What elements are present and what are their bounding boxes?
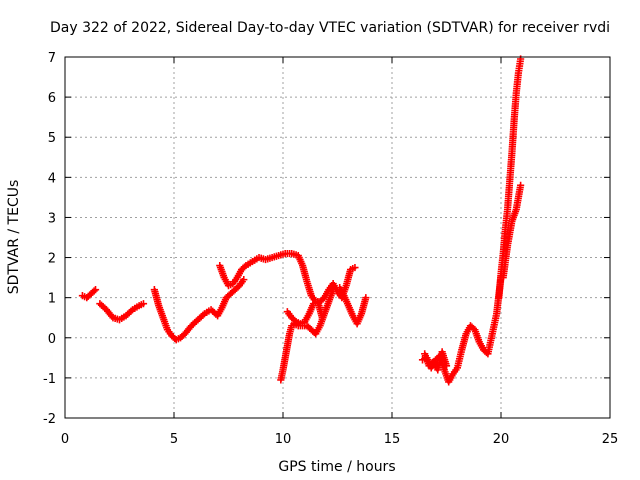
data-point — [139, 300, 148, 308]
y-tick-label: 4 — [48, 171, 56, 186]
x-tick-label: 15 — [384, 432, 401, 447]
data-point — [442, 362, 451, 370]
x-tick-label: 5 — [170, 432, 178, 447]
y-tick-label: 0 — [48, 332, 56, 347]
data-point — [351, 263, 359, 272]
y-tick-label: 2 — [48, 252, 56, 267]
axes: 0 5 10 15 20 25 -2 -1 0 1 2 3 4 5 6 7 — [43, 51, 618, 447]
grid — [65, 57, 610, 418]
plot-frame — [64, 56, 611, 419]
data-point — [362, 294, 370, 302]
y-tick-label: -1 — [43, 372, 56, 387]
data-point — [517, 181, 525, 189]
data-points — [78, 55, 525, 386]
x-tick-label: 10 — [275, 432, 292, 447]
x-tick-label: 20 — [493, 432, 510, 447]
data-point — [240, 276, 248, 284]
data-point — [240, 263, 249, 271]
y-tick-label: 5 — [48, 131, 56, 146]
data-point — [91, 286, 100, 294]
data-point — [318, 314, 326, 322]
y-tick-label: 7 — [48, 51, 56, 66]
y-tick-label: 1 — [48, 292, 56, 307]
y-tick-label: -2 — [43, 412, 56, 427]
x-tick-label: 0 — [61, 432, 69, 447]
data-point — [329, 286, 337, 294]
y-tick-label: 6 — [48, 91, 56, 106]
x-tick-label: 25 — [602, 432, 619, 447]
x-axis-label: GPS time / hours — [278, 459, 395, 475]
data-point — [90, 287, 98, 295]
data-point — [291, 316, 299, 324]
y-axis-label: SDTVAR / TECUs — [6, 180, 22, 295]
chart-title: Day 322 of 2022, Sidereal Day-to-day VTE… — [50, 20, 610, 36]
y-tick-label: 3 — [48, 211, 56, 226]
